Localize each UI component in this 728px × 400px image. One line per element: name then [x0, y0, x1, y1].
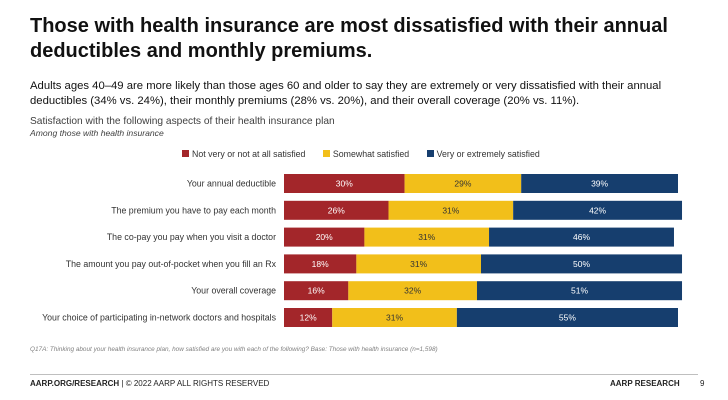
legend-item-not-satisfied: Not very or not at all satisfied [182, 149, 305, 159]
legend-swatch-not-satisfied [182, 150, 189, 157]
chart-footnote: Q17A: Thinking about your health insuran… [30, 346, 438, 353]
legend-label-somewhat-satisfied: Somewhat satisfied [332, 149, 410, 159]
legend-label-not-satisfied: Not very or not at all satisfied [192, 149, 306, 159]
bar-segment-not-very-or-not-at-all-satisfied [284, 200, 389, 220]
bar-segment-somewhat-satisfied [364, 227, 490, 247]
page-number: 9 [700, 379, 705, 388]
data-label-not-very-or-not-at-all-satisfied: 16% [308, 286, 325, 296]
chart-title: Satisfaction with the following aspects … [30, 116, 335, 127]
page-title: Those with health insurance are most dis… [30, 15, 668, 62]
category-label-the-amount-you-pay-out-of-pocket-when-you-fill-an-rx: The amount you pay out-of-pocket when yo… [66, 259, 277, 269]
bar-segment-somewhat-satisfied [332, 308, 457, 327]
bar-segment-not-very-or-not-at-all-satisfied [284, 227, 365, 247]
data-label-not-very-or-not-at-all-satisfied: 20% [316, 232, 333, 242]
chart-subtitle: Among those with health insurance [30, 128, 164, 138]
bar-segment-not-very-or-not-at-all-satisfied [284, 254, 357, 274]
data-label-somewhat-satisfied: 29% [454, 179, 471, 189]
category-label-the-co-pay-you-pay-when-you-visit-a-doctor: The co-pay you pay when you visit a doct… [107, 232, 276, 242]
data-label-not-very-or-not-at-all-satisfied: 26% [328, 205, 345, 215]
bar-segment-not-very-or-not-at-all-satisfied [284, 281, 349, 301]
legend-item-somewhat-satisfied: Somewhat satisfied [322, 149, 410, 159]
bar-segment-very-or-extremely-satisfied [513, 200, 683, 220]
data-label-very-or-extremely-satisfied: 39% [591, 179, 608, 189]
footer-credits: AARP.ORG/RESEARCH | © 2022 AARP ALL RIGH… [30, 379, 269, 388]
page-subtitle: Adults ages 40–49 are more likely than t… [30, 80, 662, 107]
footer-rights: | © 2022 AARP ALL RIGHTS RESERVED [119, 379, 270, 388]
category-label-the-premium-you-have-to-pay-each-month: The premium you have to pay each month [111, 205, 276, 215]
data-label-very-or-extremely-satisfied: 50% [573, 259, 590, 269]
category-label-your-choice-of-participating-in-network-doctors-and-hospitals: Your choice of participating in-network … [42, 313, 277, 323]
data-label-not-very-or-not-at-all-satisfied: 18% [312, 259, 329, 269]
legend-label-very-satisfied: Very or extremely satisfied [436, 149, 540, 159]
bar-segment-somewhat-satisfied [348, 281, 477, 301]
category-label-your-annual-deductible: Your annual deductible [187, 179, 276, 189]
bar-segment-somewhat-satisfied [404, 174, 522, 193]
bar-segment-very-or-extremely-satisfied [456, 308, 678, 327]
bar-segment-not-very-or-not-at-all-satisfied [284, 174, 405, 193]
legend-swatch-somewhat-satisfied [322, 150, 330, 157]
bar-segment-not-very-or-not-at-all-satisfied [284, 308, 333, 327]
data-label-not-very-or-not-at-all-satisfied: 30% [336, 179, 353, 189]
data-label-very-or-extremely-satisfied: 55% [559, 313, 576, 323]
data-label-very-or-extremely-satisfied: 51% [571, 286, 588, 296]
data-label-somewhat-satisfied: 31% [410, 259, 427, 269]
chart-legend: Not very or not at all satisfied Somewha… [182, 149, 555, 159]
data-label-not-very-or-not-at-all-satisfied: 12% [300, 313, 317, 323]
bar-segment-very-or-extremely-satisfied [521, 174, 678, 193]
bar-segment-somewhat-satisfied [356, 254, 481, 274]
data-label-somewhat-satisfied: 31% [418, 232, 435, 242]
bar-segment-very-or-extremely-satisfied [489, 227, 674, 247]
data-label-somewhat-satisfied: 32% [404, 286, 421, 296]
data-label-somewhat-satisfied: 31% [386, 313, 403, 323]
data-label-very-or-extremely-satisfied: 46% [573, 232, 590, 242]
legend-item-very-satisfied: Very or extremely satisfied [426, 149, 540, 159]
legend-swatch-very-satisfied [426, 150, 434, 157]
footer-brand: AARP RESEARCH [610, 379, 680, 388]
footer-divider [30, 374, 698, 375]
bar-segment-very-or-extremely-satisfied [481, 254, 683, 274]
category-label-your-overall-coverage: Your overall coverage [191, 286, 276, 296]
bar-segment-very-or-extremely-satisfied [476, 281, 683, 301]
data-label-very-or-extremely-satisfied: 42% [589, 205, 606, 215]
bar-segment-somewhat-satisfied [388, 200, 514, 220]
footer-site-link[interactable]: AARP.ORG/RESEARCH [30, 379, 120, 388]
data-label-somewhat-satisfied: 31% [442, 205, 459, 215]
